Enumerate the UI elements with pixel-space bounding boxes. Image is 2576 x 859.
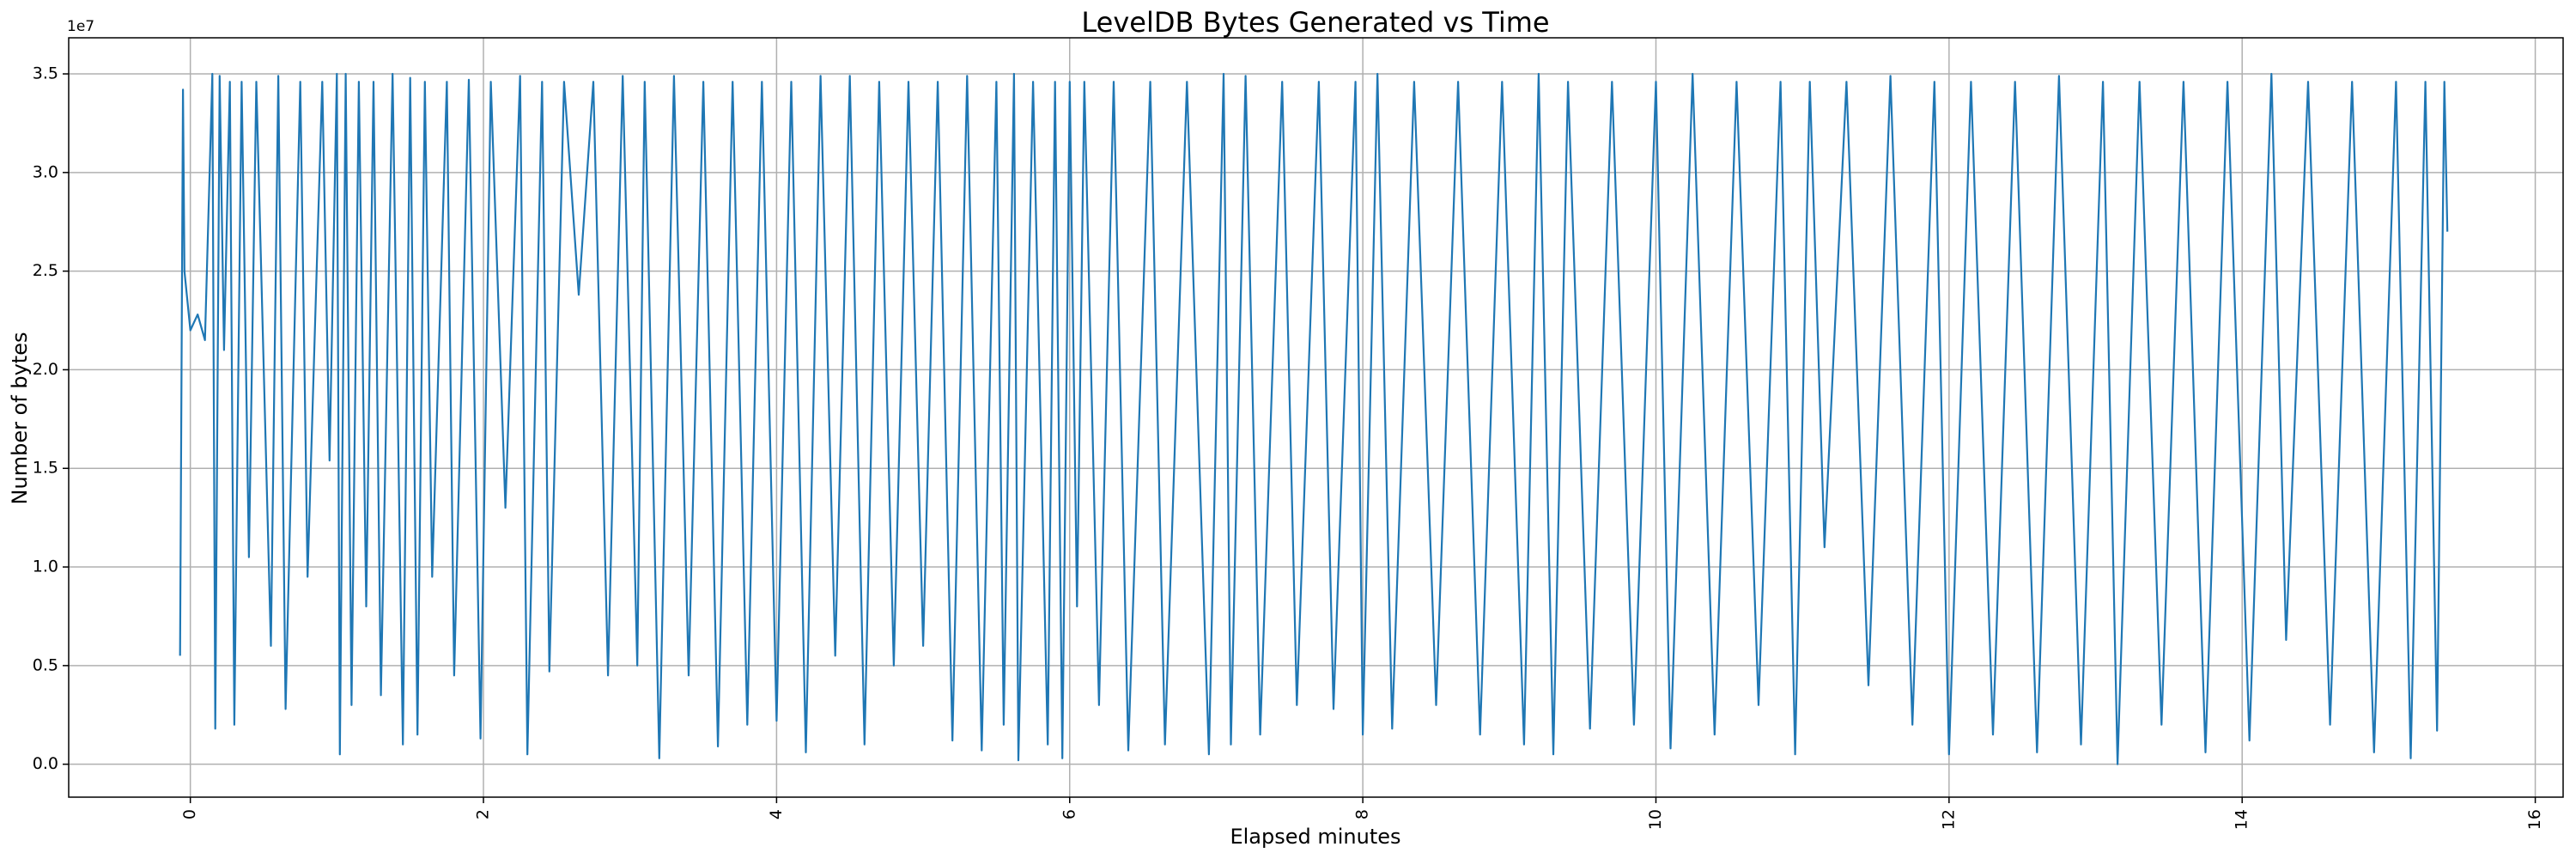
y-tick-label: 1.5 xyxy=(33,459,58,478)
x-tick-label: 12 xyxy=(1939,809,1958,830)
x-tick-label: 14 xyxy=(2233,809,2251,830)
y-axis-label: Number of bytes xyxy=(8,332,32,505)
x-tick-label: 4 xyxy=(767,809,786,819)
y-offset-label: 1e7 xyxy=(67,18,94,35)
x-axis-label: Elapsed minutes xyxy=(1230,825,1400,849)
x-tick-label: 2 xyxy=(474,809,493,819)
y-tick-label: 0.0 xyxy=(33,754,58,773)
x-tick-label: 16 xyxy=(2525,809,2544,830)
x-tick-label: 8 xyxy=(1353,809,1372,819)
y-tick-label: 0.5 xyxy=(33,655,58,674)
x-tick-label: 6 xyxy=(1060,809,1078,819)
x-tick-label: 0 xyxy=(180,809,199,819)
chart-title: LevelDB Bytes Generated vs Time xyxy=(1081,6,1549,39)
data-line xyxy=(179,72,2449,765)
y-tick-label: 2.0 xyxy=(33,360,58,379)
y-tick-label: 1.0 xyxy=(33,557,58,576)
x-tick-label: 10 xyxy=(1646,809,1665,830)
y-tick-label: 2.5 xyxy=(33,261,58,280)
y-tick-label: 3.5 xyxy=(33,64,58,83)
y-tick-label: 3.0 xyxy=(33,162,58,181)
plot-frame xyxy=(68,37,2564,798)
